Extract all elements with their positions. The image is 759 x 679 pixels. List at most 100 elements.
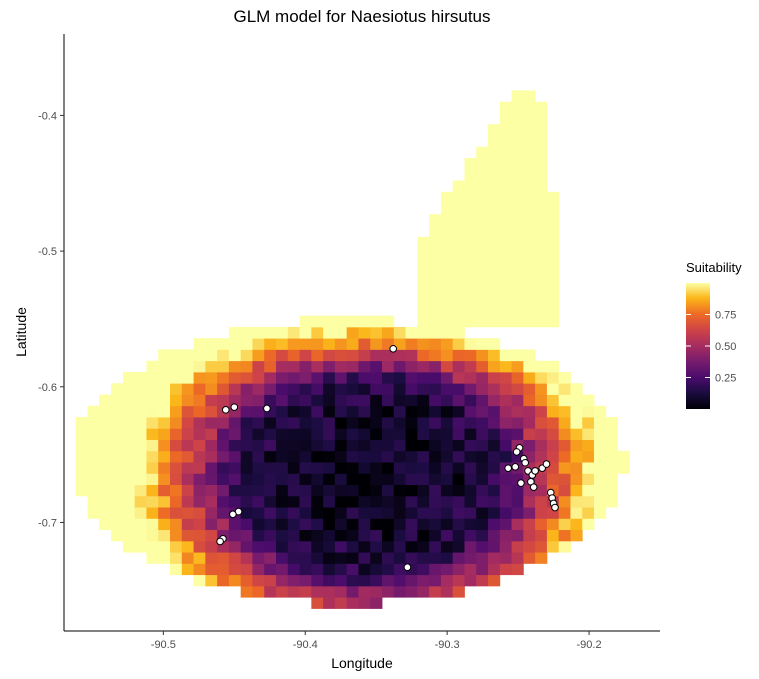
raster-cell <box>464 574 477 587</box>
raster-cell <box>311 338 324 350</box>
raster-cell <box>429 518 442 531</box>
raster-cell <box>146 383 159 395</box>
raster-cell <box>464 540 477 553</box>
raster-cell <box>181 473 194 485</box>
raster-cell <box>158 540 171 553</box>
raster-cell <box>334 394 348 407</box>
raster-cell <box>264 428 277 440</box>
raster-cell <box>511 158 524 170</box>
raster-cell <box>240 529 253 542</box>
raster-cell <box>217 518 230 531</box>
raster-cell <box>146 552 159 564</box>
raster-cell <box>546 236 560 249</box>
raster-cell <box>393 338 406 350</box>
raster-cell <box>346 428 359 440</box>
raster-cell <box>570 450 583 463</box>
raster-cell <box>311 383 324 395</box>
raster-cell <box>311 439 324 452</box>
raster-cell <box>287 495 300 508</box>
raster-cell <box>240 338 253 350</box>
raster-cell <box>499 518 512 531</box>
raster-cell <box>87 473 100 485</box>
raster-cell <box>499 293 512 305</box>
raster-cell <box>535 281 548 294</box>
raster-cell <box>464 293 477 305</box>
raster-cell <box>440 259 454 272</box>
raster-cell <box>311 428 324 440</box>
raster-cell <box>193 563 206 576</box>
raster-cell <box>299 394 312 407</box>
raster-cell <box>452 540 465 553</box>
raster-cell <box>440 191 454 204</box>
raster-cell <box>429 473 442 485</box>
raster-cell <box>523 90 536 103</box>
raster-cell <box>346 417 359 429</box>
raster-cell <box>158 349 171 362</box>
raster-cell <box>370 552 383 564</box>
raster-cell <box>252 552 265 564</box>
raster-cell <box>417 450 430 463</box>
raster-cell <box>499 146 512 159</box>
raster-cell <box>535 507 548 519</box>
raster-cell <box>122 518 136 531</box>
raster-cell <box>276 484 289 497</box>
raster-cell <box>429 349 442 362</box>
raster-cell <box>440 507 454 519</box>
raster-cell <box>358 585 371 598</box>
raster-cell <box>311 315 324 328</box>
raster-cell <box>464 507 477 519</box>
raster-cell <box>276 338 289 350</box>
raster-cell <box>122 450 136 463</box>
raster-cell <box>476 518 489 531</box>
raster-cell <box>217 484 230 497</box>
raster-cell <box>535 315 548 328</box>
raster-cell <box>264 540 277 553</box>
raster-cell <box>370 495 383 508</box>
raster-cell <box>511 552 524 564</box>
raster-cell <box>452 281 465 294</box>
raster-cell <box>393 439 406 452</box>
raster-cell <box>240 574 253 587</box>
raster-cell <box>523 270 536 283</box>
raster-cell <box>382 552 395 564</box>
raster-cell <box>476 338 489 350</box>
raster-cell <box>558 518 571 531</box>
raster-cell <box>464 304 477 317</box>
raster-cell <box>111 417 124 429</box>
raster-cell <box>252 495 265 508</box>
raster-cell <box>217 495 230 508</box>
raster-cell <box>252 360 265 373</box>
raster-cell <box>287 371 300 384</box>
raster-cell <box>452 203 465 215</box>
raster-cell <box>605 462 618 474</box>
raster-cell <box>252 518 265 531</box>
raster-cell <box>535 371 548 384</box>
raster-cell <box>122 371 136 384</box>
raster-cell <box>405 360 418 373</box>
raster-cell <box>370 507 383 519</box>
raster-cell <box>228 450 242 463</box>
raster-cell <box>488 484 501 497</box>
raster-cell <box>134 417 147 429</box>
raster-cell <box>181 484 194 497</box>
raster-cell <box>205 552 218 564</box>
raster-cell <box>370 484 383 497</box>
raster-cell <box>323 360 336 373</box>
raster-cell <box>546 507 560 519</box>
raster-cell <box>429 540 442 553</box>
raster-cell <box>488 383 501 395</box>
raster-cell <box>217 371 230 384</box>
raster-cell <box>476 225 489 238</box>
raster-cell <box>429 450 442 463</box>
raster-cell <box>405 574 418 587</box>
raster-cell <box>87 405 100 418</box>
raster-cell <box>370 597 383 609</box>
raster-cell <box>476 450 489 463</box>
occurrence-point <box>517 479 525 487</box>
raster-cell <box>193 495 206 508</box>
raster-cell <box>228 326 242 339</box>
raster-cell <box>240 405 253 418</box>
raster-cell <box>228 552 242 564</box>
raster-cell <box>382 338 395 350</box>
raster-cell <box>252 462 265 474</box>
